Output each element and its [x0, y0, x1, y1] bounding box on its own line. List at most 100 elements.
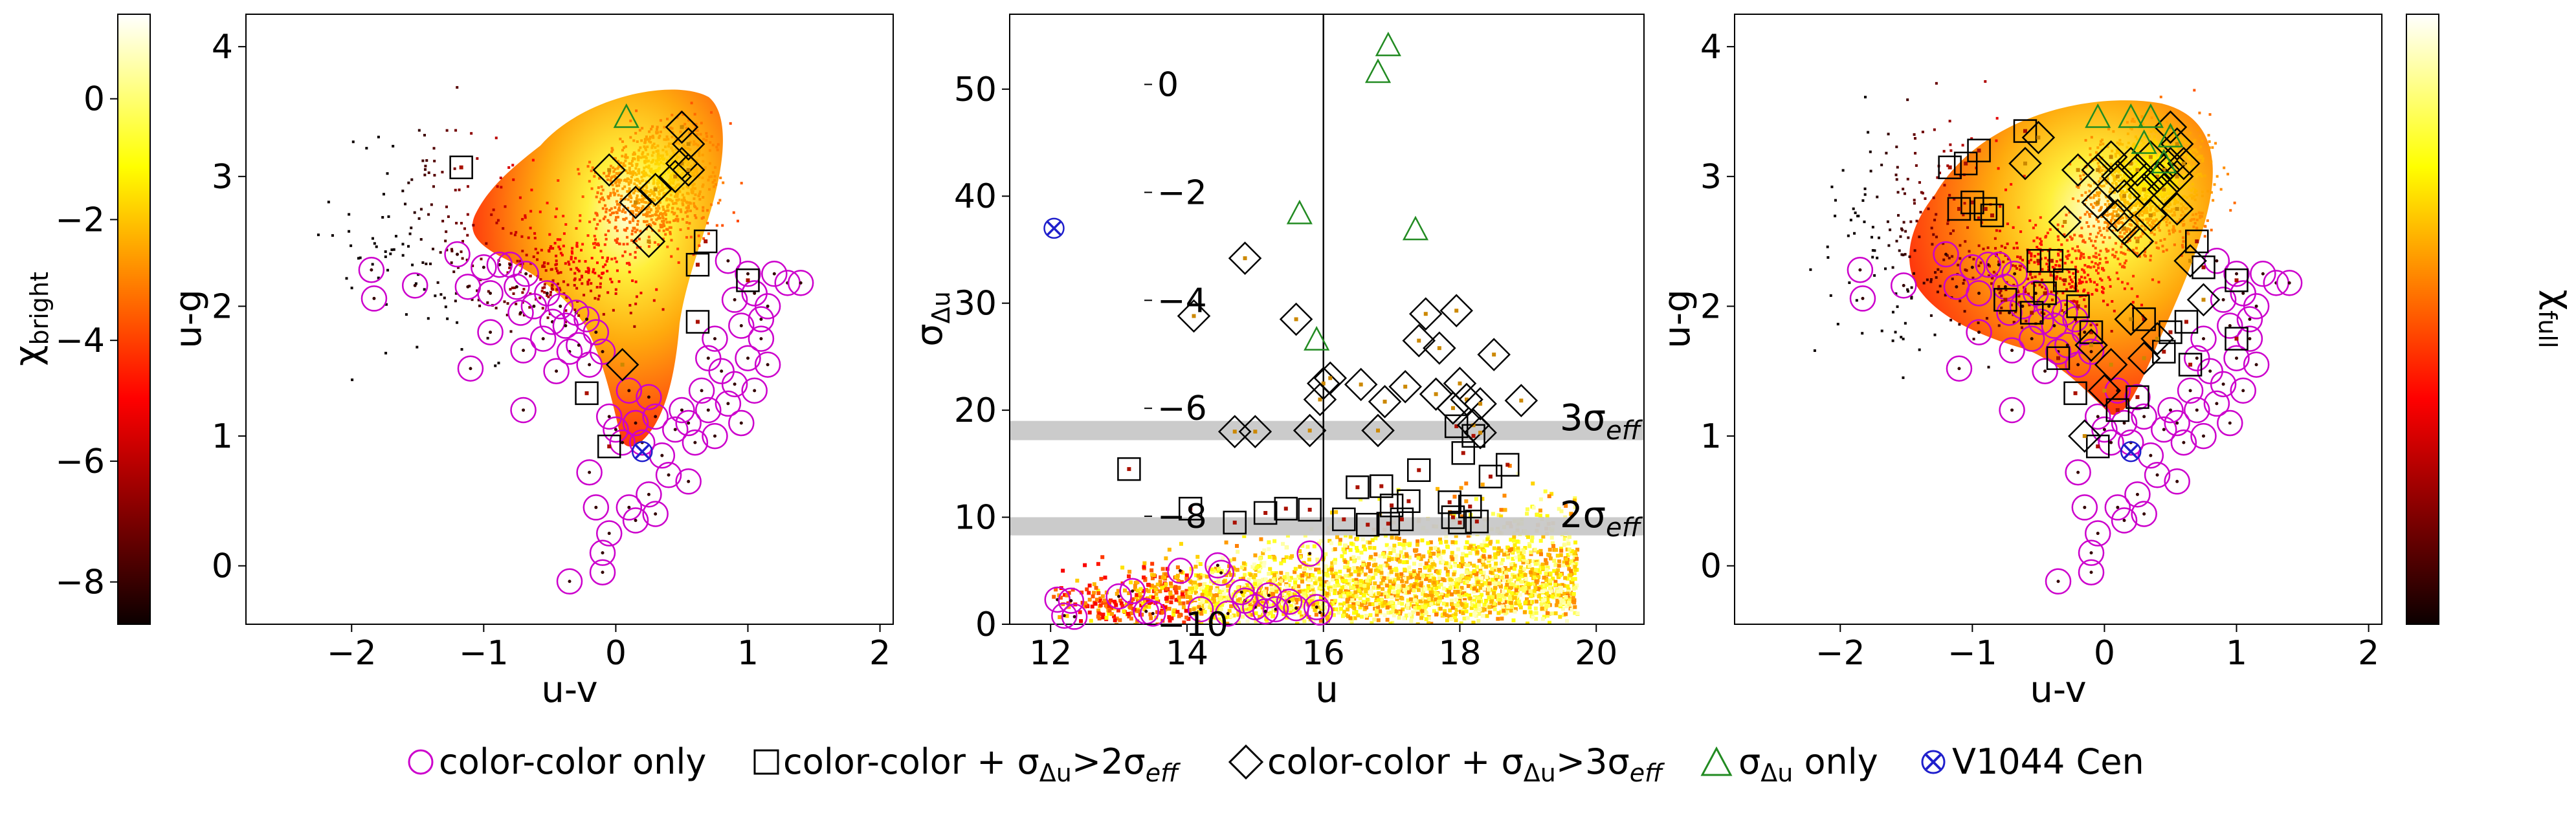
threshold-band-2sigma — [1010, 517, 1644, 536]
color-color-2sigma-marker — [449, 155, 473, 180]
color-color-only-marker — [529, 325, 557, 352]
color-color-only-marker — [1849, 285, 1876, 312]
marker-center-dot — [746, 272, 750, 276]
color-color-3sigma-marker — [2021, 120, 2056, 155]
color-color-only-marker — [573, 306, 600, 332]
color-color-3sigma-marker — [1306, 366, 1340, 400]
marker-center-dot — [627, 505, 631, 509]
right-colorbar-tick-label: −2 — [1157, 173, 1207, 212]
color-color-2sigma-marker — [1465, 509, 1489, 534]
marker-center-dot — [607, 444, 612, 449]
color-color-2sigma-marker — [1495, 453, 1520, 477]
color-color-2sigma-marker — [2225, 327, 2248, 351]
color-color-only-marker — [1044, 586, 1071, 613]
legend-marker-triangle — [1700, 746, 1733, 776]
color-color-3sigma-marker — [1293, 413, 1327, 448]
color-color-2sigma-marker — [1444, 414, 1469, 439]
marker-center-dot — [634, 200, 638, 204]
color-color-only-marker — [2111, 507, 2138, 534]
color-color-2sigma-marker — [2019, 301, 2044, 325]
marker-center-dot — [1318, 611, 1322, 615]
marker-center-dot — [2201, 265, 2206, 270]
marker-center-dot — [2096, 168, 2100, 172]
color-color-2sigma-marker — [2178, 353, 2203, 376]
marker-center-dot — [1861, 296, 1865, 300]
color-color-only-marker — [1303, 594, 1330, 620]
right-panel: −2 −1 0 1 2 0 1 2 3 4 u-v u-g — [1656, 14, 2382, 711]
marker-center-dot — [2254, 363, 2258, 367]
marker-center-dot — [753, 389, 757, 393]
marker-center-dot — [733, 382, 737, 386]
color-color-2sigma-marker — [1178, 497, 1203, 521]
color-color-2sigma-marker — [1947, 197, 1971, 221]
marker-center-dot — [1342, 517, 1346, 521]
marker-center-dot — [620, 362, 625, 367]
color-color-3sigma-marker — [2087, 374, 2122, 408]
color-color-only-marker — [2190, 325, 2217, 352]
marker-center-dot — [601, 350, 605, 354]
color-color-only-marker — [1946, 355, 1973, 382]
marker-center-dot — [594, 331, 598, 334]
marker-center-dot — [2047, 304, 2051, 308]
color-color-2sigma-marker — [1355, 512, 1380, 537]
color-color-only-marker — [477, 280, 504, 307]
color-color-only-marker — [1208, 560, 1234, 586]
marker-center-dot — [2096, 532, 2100, 536]
color-color-only-marker — [748, 325, 775, 352]
right-x-tick-label: 2 — [2358, 634, 2379, 673]
marker-center-dot — [1858, 268, 1862, 272]
right-y-tick-label: 0 — [1700, 547, 1722, 586]
marker-center-dot — [482, 265, 485, 269]
marker-center-dot — [1970, 200, 1975, 204]
left-colorbar-tick-label: −8 — [55, 563, 105, 602]
left-colorbar: 0 −2 −4 −6 −8 χbright — [7, 14, 151, 625]
color-color-3sigma-marker — [2147, 173, 2181, 206]
marker-center-dot — [2261, 272, 2265, 276]
color-color-3sigma-marker — [1423, 331, 1456, 365]
color-color-only-marker — [1140, 600, 1166, 627]
marker-center-dot — [1178, 569, 1182, 572]
color-color-3sigma-marker — [2094, 347, 2128, 382]
color-color-only-marker — [583, 319, 610, 345]
marker-center-dot — [532, 304, 536, 308]
middle-y-axis-label: σΔu — [909, 291, 955, 347]
marker-center-dot — [607, 168, 612, 172]
marker-center-dot — [1151, 611, 1155, 615]
color-color-3sigma-marker — [1313, 361, 1348, 395]
right-y-axis-label: u-g — [1656, 289, 1698, 348]
color-color-2sigma-marker — [2039, 248, 2064, 273]
marker-center-dot — [1307, 507, 1312, 512]
middle-point-cloud — [1052, 464, 1580, 624]
marker-center-dot — [2122, 421, 2126, 425]
color-color-3sigma-marker — [2081, 186, 2115, 219]
marker-center-dot — [2142, 356, 2146, 360]
marker-center-dot — [759, 318, 763, 321]
marker-center-dot — [1403, 384, 1408, 389]
marker-center-dot — [1447, 500, 1452, 505]
marker-center-dot — [2115, 213, 2120, 217]
marker-center-dot — [2188, 389, 2192, 393]
marker-center-dot — [2248, 337, 2252, 341]
color-color-only-marker — [361, 285, 388, 312]
marker-center-dot — [508, 263, 512, 267]
left-colorbar-gradient — [117, 14, 151, 625]
color-color-only-marker — [2137, 442, 2164, 469]
marker-center-dot — [1232, 520, 1237, 525]
right-y-tick-label: 3 — [1700, 158, 1722, 197]
color-color-3sigma-marker — [2094, 140, 2128, 174]
marker-center-dot — [2010, 349, 2014, 353]
color-color-only-marker — [2184, 397, 2210, 424]
color-color-3sigma-marker — [1177, 299, 1211, 333]
color-color-only-marker — [1307, 599, 1333, 626]
left-y-tick-label: 3 — [212, 158, 233, 197]
color-color-2sigma-marker — [1346, 475, 1370, 499]
marker-center-dot — [693, 441, 697, 444]
legend-marker-circle — [408, 749, 434, 775]
color-color-2sigma-marker — [2063, 381, 2087, 406]
color-color-only-marker — [358, 257, 385, 283]
marker-center-dot — [1072, 615, 1076, 618]
color-color-only-marker — [2223, 261, 2250, 287]
color-color-3sigma-marker — [1279, 302, 1313, 336]
middle-x-tick-label: 16 — [1302, 634, 1345, 673]
